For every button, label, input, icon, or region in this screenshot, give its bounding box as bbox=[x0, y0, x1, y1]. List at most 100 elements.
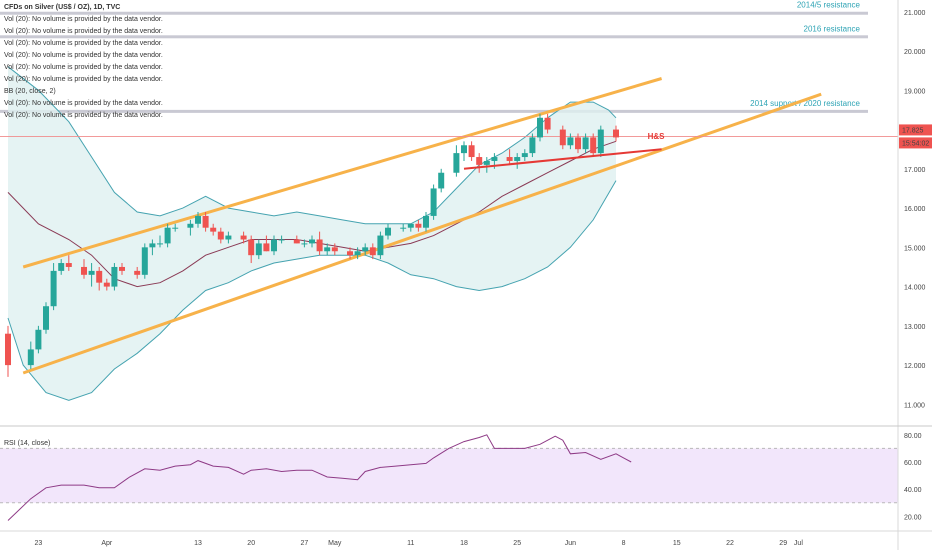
candle-body bbox=[369, 247, 376, 256]
rsi-tick-label: 80.00 bbox=[904, 433, 922, 440]
candle-body bbox=[430, 188, 437, 216]
indicator-legend: Vol (20): No volume is provided by the d… bbox=[4, 16, 163, 23]
candle-body bbox=[103, 282, 110, 287]
chart-title: CFDs on Silver (US$ / OZ), 1D, TVC bbox=[4, 4, 121, 11]
candle-body bbox=[96, 270, 103, 283]
candle-body bbox=[225, 235, 232, 240]
date-tick-label: 15 bbox=[673, 540, 681, 547]
candle-body bbox=[400, 227, 407, 229]
date-tick-label: 8 bbox=[622, 540, 626, 547]
candle-body bbox=[27, 349, 34, 366]
bollinger-upper bbox=[7, 66, 617, 225]
rsi-band bbox=[0, 448, 898, 503]
indicator-legend: Vol (20): No volume is provided by the d… bbox=[4, 76, 163, 83]
candle-body bbox=[202, 215, 209, 228]
price-tick-label: 20.000 bbox=[904, 49, 926, 56]
candle-body bbox=[164, 227, 171, 244]
candle-body bbox=[362, 247, 369, 252]
candle-body bbox=[5, 333, 11, 366]
date-tick-label: 18 bbox=[460, 540, 468, 547]
candle-body bbox=[157, 243, 163, 245]
candle-body bbox=[590, 137, 597, 154]
candle-body bbox=[316, 239, 323, 252]
price-pane[interactable]: 2014/5 resistance 2016 resistance 2014 sup… bbox=[0, 1, 898, 401]
candle-body bbox=[491, 157, 498, 161]
date-tick-label: May bbox=[328, 540, 342, 547]
candle-body bbox=[476, 157, 483, 165]
candle-body bbox=[278, 239, 285, 241]
countdown-value: 15:54:02 bbox=[902, 140, 929, 147]
resistance-label: 2014 support / 2020 resistance bbox=[750, 99, 860, 108]
price-tick-label: 13.000 bbox=[904, 324, 926, 331]
price-tick-label: 11.000 bbox=[904, 402, 925, 409]
hs-label: H&S bbox=[648, 132, 666, 141]
candle-body bbox=[149, 243, 156, 248]
indicator-legend: Vol (20): No volume is provided by the d… bbox=[4, 100, 163, 107]
candle-body bbox=[582, 137, 589, 150]
candle-body bbox=[331, 247, 338, 252]
price-tick-label: 16.000 bbox=[904, 206, 926, 213]
date-tick-label: Jun bbox=[565, 540, 576, 547]
candle-body bbox=[514, 157, 521, 161]
rsi-pane[interactable] bbox=[0, 434, 898, 521]
candle-body bbox=[506, 157, 513, 161]
rsi-legend: RSI (14, close) bbox=[4, 440, 51, 447]
date-tick-label: Apr bbox=[101, 540, 113, 547]
indicator-legend: Vol (20): No volume is provided by the d… bbox=[4, 28, 163, 35]
date-tick-label: Jul bbox=[794, 540, 803, 547]
price-tick-label: 12.000 bbox=[904, 363, 926, 370]
indicator-legend: Vol (20): No volume is provided by the d… bbox=[4, 40, 163, 47]
countdown-tag bbox=[899, 137, 932, 149]
price-tick-label: 21.000 bbox=[904, 10, 926, 17]
indicator-legend: BB (20, close, 2) bbox=[4, 88, 56, 95]
price-tick-label: 14.000 bbox=[904, 285, 926, 292]
candle-body bbox=[217, 231, 224, 240]
price-tick-label: 15.000 bbox=[904, 245, 926, 252]
candle-body bbox=[377, 235, 384, 256]
candle-body bbox=[354, 251, 361, 256]
candle-body bbox=[468, 145, 475, 158]
rsi-line bbox=[7, 434, 632, 521]
candle-body bbox=[521, 153, 528, 158]
candle-body bbox=[347, 251, 353, 256]
candle-body bbox=[438, 172, 445, 189]
price-tick-label: 17.000 bbox=[904, 167, 926, 174]
candle-body bbox=[407, 223, 414, 228]
resistance-label: 2014/5 resistance bbox=[797, 1, 861, 10]
candle-body bbox=[544, 117, 551, 130]
resistance-band bbox=[0, 11, 868, 15]
rsi-tick-label: 60.00 bbox=[904, 460, 922, 467]
rsi-tick-label: 20.00 bbox=[904, 514, 922, 521]
candle-body bbox=[248, 239, 255, 256]
candle-body bbox=[453, 153, 460, 173]
date-tick-label: 25 bbox=[513, 540, 521, 547]
date-tick-label: 11 bbox=[407, 540, 414, 547]
last-price-value: 17.825 bbox=[902, 127, 924, 134]
hs-neckline bbox=[463, 148, 662, 170]
candle-body bbox=[301, 243, 308, 245]
date-tick-label: 13 bbox=[194, 540, 202, 547]
candle-body bbox=[50, 270, 57, 307]
candle-body bbox=[271, 239, 277, 252]
candle-body bbox=[613, 129, 619, 138]
indicator-legend: Vol (20): No volume is provided by the d… bbox=[4, 64, 163, 71]
date-tick-label: 23 bbox=[35, 540, 43, 547]
candle-body bbox=[309, 239, 315, 244]
candle-body bbox=[43, 306, 49, 330]
bollinger-fill bbox=[8, 66, 616, 401]
date-tick-label: 20 bbox=[247, 540, 255, 547]
candle-body bbox=[263, 243, 270, 252]
candle-body bbox=[81, 266, 87, 275]
price-tick-label: 19.000 bbox=[904, 88, 926, 95]
candle-body bbox=[575, 137, 581, 150]
candle-body bbox=[529, 137, 536, 154]
channel-upper-line bbox=[22, 77, 663, 269]
candle-body bbox=[255, 243, 262, 256]
candle-body bbox=[537, 117, 543, 138]
candle-body bbox=[461, 145, 467, 154]
candle-body bbox=[134, 270, 141, 275]
candle-body bbox=[567, 137, 574, 146]
bollinger-lower bbox=[7, 180, 617, 401]
